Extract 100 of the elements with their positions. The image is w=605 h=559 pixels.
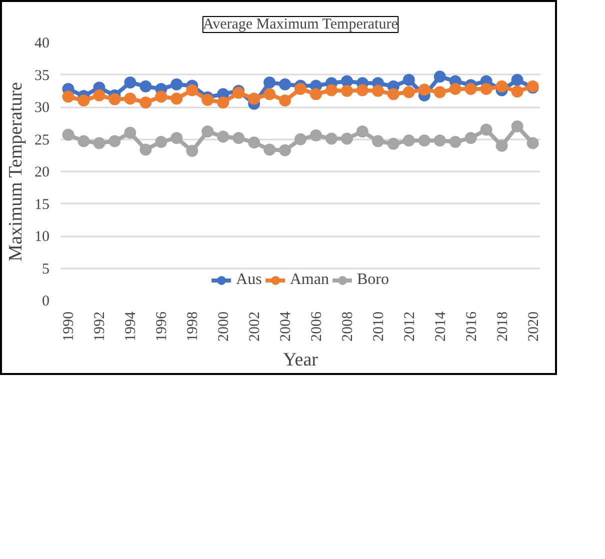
point <box>248 92 260 105</box>
y-tick-label: 5 <box>42 261 50 278</box>
point <box>140 144 152 156</box>
x-tick-label: 2002 <box>247 312 264 342</box>
point <box>434 86 446 98</box>
point <box>372 135 384 148</box>
point <box>124 126 136 139</box>
point <box>264 144 276 156</box>
point <box>310 129 322 142</box>
point <box>449 136 462 148</box>
point <box>418 84 430 96</box>
point <box>62 128 74 141</box>
point <box>93 137 106 150</box>
point <box>62 90 74 103</box>
point <box>124 76 136 88</box>
point <box>340 75 353 88</box>
x-tick-label: 1996 <box>154 311 170 342</box>
x-tick-label: 1994 <box>123 311 140 342</box>
point <box>155 136 168 148</box>
point <box>170 92 183 105</box>
point <box>294 82 306 95</box>
point <box>202 94 214 106</box>
point <box>279 144 292 156</box>
x-tick-label: 2016 <box>464 311 480 342</box>
x-tick-label: 2014 <box>432 311 449 342</box>
point <box>217 96 230 108</box>
point <box>526 137 539 150</box>
point <box>325 84 338 96</box>
point <box>108 93 121 106</box>
point <box>402 134 415 147</box>
y-tick-label: 0 <box>42 294 50 310</box>
point <box>186 84 198 96</box>
y-tick-label: 30 <box>34 100 50 116</box>
point <box>340 132 353 145</box>
y-tick-label: 10 <box>34 229 50 245</box>
chart-title: Average Maximum Temperature <box>202 16 398 32</box>
point <box>202 126 214 138</box>
point <box>279 94 292 107</box>
point <box>294 133 306 146</box>
x-tick-label: 2010 <box>370 312 387 342</box>
point <box>511 86 524 98</box>
point <box>140 80 152 92</box>
point <box>232 132 245 144</box>
x-tick-label: 2006 <box>308 311 325 342</box>
point <box>124 92 136 105</box>
point <box>511 120 524 132</box>
point <box>186 144 198 157</box>
x-axis-title: Year <box>282 350 319 370</box>
point <box>78 94 90 107</box>
point <box>511 74 524 86</box>
x-tick-label: 2000 <box>216 312 232 342</box>
point <box>402 74 415 86</box>
point <box>325 132 338 145</box>
point <box>140 96 152 108</box>
point <box>480 124 492 136</box>
x-tick-label: 2020 <box>526 312 542 342</box>
point <box>372 84 384 97</box>
point <box>387 138 400 150</box>
point <box>418 134 430 147</box>
point <box>170 132 183 144</box>
point <box>434 134 446 147</box>
y-tick-label: 25 <box>34 132 50 148</box>
point <box>248 136 260 148</box>
point <box>279 78 292 90</box>
x-tick-label: 2004 <box>278 311 294 342</box>
point <box>93 89 106 102</box>
point <box>310 88 322 100</box>
y-tick-label: 35 <box>34 68 50 84</box>
y-tick-label: 20 <box>34 164 50 180</box>
x-tick-label: 2008 <box>340 312 356 342</box>
point <box>155 90 168 103</box>
point <box>108 135 121 148</box>
x-tick-label: 1990 <box>61 312 78 342</box>
y-tick-label: 15 <box>34 196 50 213</box>
point <box>496 140 508 152</box>
x-tick-label: 2012 <box>402 312 418 342</box>
legend-label: Aman <box>290 271 329 289</box>
point <box>402 86 415 98</box>
x-tick-label: 1992 <box>92 312 108 342</box>
point <box>217 130 230 143</box>
legend-label: Boro <box>356 271 389 289</box>
point <box>464 82 477 95</box>
point <box>340 84 353 97</box>
point <box>78 135 90 148</box>
point <box>496 80 508 92</box>
point <box>356 84 368 96</box>
point <box>264 76 276 88</box>
y-axis-title: Maximum Temperature <box>6 82 26 262</box>
point <box>464 132 477 144</box>
legend-label: Aus <box>236 271 262 289</box>
point <box>264 88 276 100</box>
point <box>170 78 183 90</box>
point <box>387 88 400 100</box>
x-tick-label: 1998 <box>185 312 202 342</box>
point <box>480 82 492 95</box>
y-tick-label: 40 <box>34 36 50 52</box>
point <box>356 126 368 138</box>
point <box>449 82 462 95</box>
x-tick-label: 2018 <box>494 312 511 342</box>
point <box>434 70 446 83</box>
